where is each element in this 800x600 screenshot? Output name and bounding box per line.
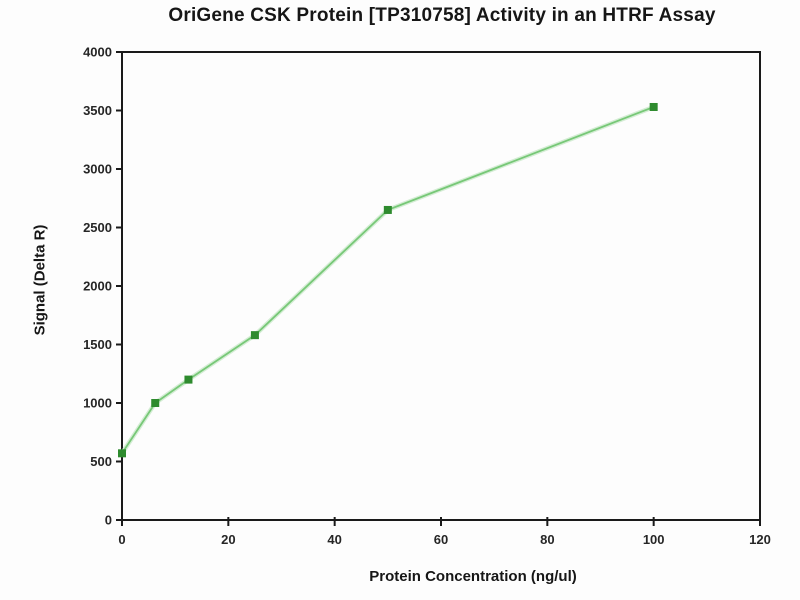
- x-axis-tick-label: 20: [221, 532, 235, 547]
- series-line: [121, 106, 654, 454]
- y-axis-tick-label: 3500: [83, 103, 112, 118]
- y-axis-tick-label: 2500: [83, 220, 112, 235]
- x-axis-tick-label: 100: [643, 532, 665, 547]
- data-point-marker: [383, 205, 392, 214]
- x-axis-tick-label: 0: [118, 532, 125, 547]
- data-point-marker: [118, 449, 126, 458]
- x-axis-title: Protein Concentration (ng/ul): [369, 568, 577, 585]
- y-axis-tick-label: 2000: [83, 279, 112, 294]
- plot-frame: [121, 51, 761, 521]
- x-axis-tick-label: 80: [540, 532, 554, 547]
- y-axis-tick-label: 500: [90, 454, 112, 469]
- y-axis-tick-label: 1000: [83, 396, 112, 411]
- chart-title: OriGene CSK Protein [TP310758] Activity …: [168, 5, 716, 26]
- y-axis-tick-label: 4000: [83, 45, 112, 60]
- data-point-marker: [184, 375, 193, 384]
- x-axis-tick-label: 40: [327, 532, 341, 547]
- data-point-marker: [649, 102, 658, 111]
- data-point-marker: [151, 399, 160, 407]
- y-axis-tick-label: 0: [105, 513, 112, 528]
- data-point-marker: [250, 331, 259, 340]
- y-axis-tick-label: 1500: [83, 337, 112, 352]
- x-axis-tick-label: 120: [749, 532, 771, 547]
- x-axis-tick-label: 60: [434, 532, 448, 547]
- y-axis-tick-label: 3000: [83, 162, 112, 177]
